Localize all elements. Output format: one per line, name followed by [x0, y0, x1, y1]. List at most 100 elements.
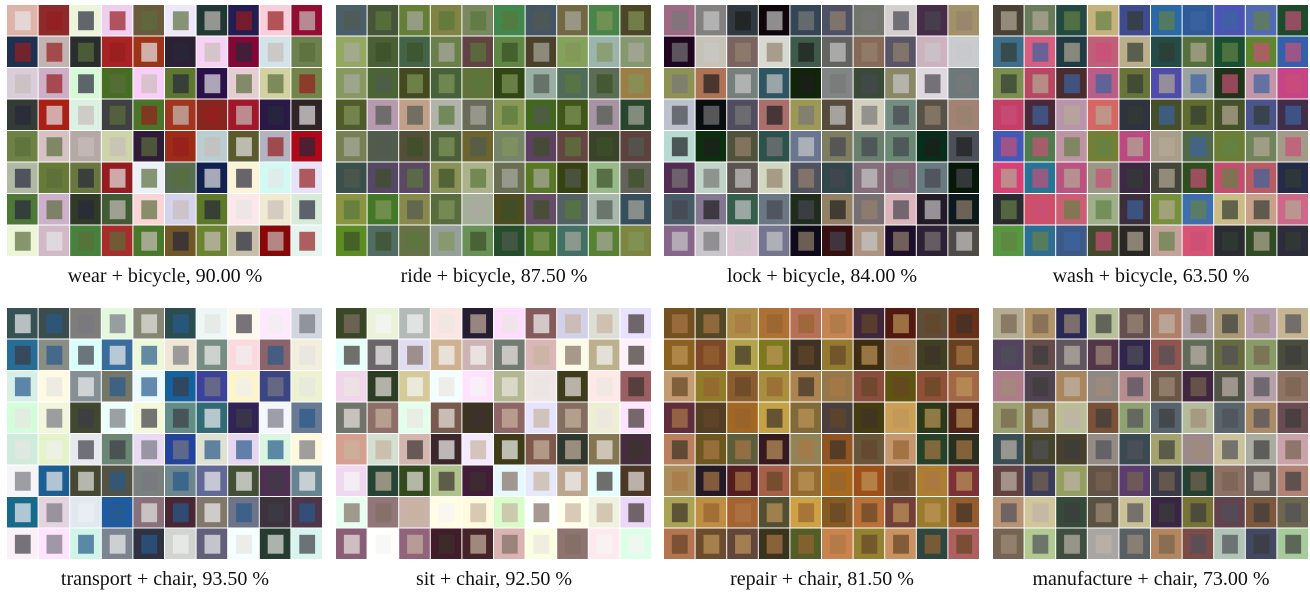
thumbnail-subject [172, 11, 189, 31]
thumbnail-subject [204, 200, 221, 220]
thumbnail-subject [204, 11, 221, 31]
thumbnail-subject [343, 503, 360, 523]
thumbnail-subject [533, 168, 550, 188]
thumbnail-subject [299, 440, 316, 460]
thumbnail-subject [735, 42, 751, 62]
thumbnail-subject [671, 314, 688, 334]
thumbnail-subject [798, 503, 815, 523]
thumbnail-subject [1032, 503, 1049, 523]
thumbnail-subject [628, 534, 645, 554]
thumbnail-subject [267, 440, 284, 460]
thumbnail-subject [172, 534, 189, 554]
thumbnail-subject [1064, 42, 1080, 62]
thumbnail-subject [46, 314, 63, 334]
panel: lock + bicycle, 84.00 % [664, 5, 980, 288]
image-mosaic [664, 308, 979, 559]
thumbnail-subject [1285, 11, 1302, 31]
thumbnail-subject [236, 105, 252, 125]
thumbnail-subject [766, 137, 783, 157]
thumbnail-subject [14, 345, 31, 365]
thumbnail-subject [1064, 11, 1080, 31]
thumbnail-subject [956, 74, 973, 94]
thumbnail-subject [893, 168, 909, 188]
thumbnail-subject [78, 200, 94, 220]
image-mosaic [993, 308, 1308, 559]
thumbnail-subject [735, 11, 751, 31]
caption: lock + bicycle, 84.00 % [726, 265, 918, 287]
thumbnail-subject [1158, 11, 1175, 31]
thumbnail-subject [956, 408, 973, 428]
panel: wash + bicycle, 63.50 % [993, 5, 1309, 288]
thumbnail-subject [628, 471, 645, 491]
thumbnail-subject [438, 200, 455, 220]
thumbnail-subject [109, 534, 126, 554]
thumbnail-subject [343, 408, 360, 428]
thumbnail-subject [204, 168, 221, 188]
thumbnail-subject [1285, 314, 1302, 334]
thumbnail-subject [1285, 377, 1302, 397]
thumbnail-subject [1032, 471, 1049, 491]
thumbnail-subject [1222, 408, 1238, 428]
thumbnail-subject [1253, 11, 1270, 31]
thumbnail-subject [533, 231, 550, 251]
thumbnail-subject [1253, 440, 1270, 460]
thumbnail-subject [565, 503, 581, 523]
thumbnail-subject [671, 137, 688, 157]
thumbnail-subject [533, 314, 550, 334]
thumbnail-subject [671, 471, 688, 491]
thumbnail-subject [438, 377, 455, 397]
thumbnail-subject [343, 168, 360, 188]
thumbnail-subject [267, 408, 284, 428]
thumbnail-subject [956, 231, 973, 251]
thumbnail-subject [533, 137, 550, 157]
thumbnail-subject [46, 503, 63, 523]
thumbnail-subject [893, 105, 909, 125]
thumbnail-subject [204, 377, 221, 397]
thumbnail-subject [766, 534, 783, 554]
thumbnail-subject [893, 503, 909, 523]
thumbnail-subject [1127, 408, 1144, 428]
thumbnail-subject [628, 200, 645, 220]
thumbnail-subject [109, 408, 126, 428]
thumbnail-subject [565, 440, 581, 460]
thumbnail-subject [46, 231, 63, 251]
thumbnail-subject [375, 11, 392, 31]
thumbnail-subject [1000, 377, 1017, 397]
thumbnail-subject [438, 11, 455, 31]
thumbnail-subject [1190, 503, 1207, 523]
thumbnail-subject [533, 408, 550, 428]
thumbnail-subject [407, 168, 423, 188]
thumbnail-subject [1032, 42, 1049, 62]
thumbnail-subject [703, 168, 720, 188]
thumbnail-subject [141, 42, 158, 62]
thumbnail-subject [671, 200, 688, 220]
thumbnail-subject [172, 377, 189, 397]
thumbnail-subject [236, 534, 252, 554]
thumbnail-subject [628, 168, 645, 188]
thumbnail-subject [1127, 42, 1144, 62]
thumbnail-subject [1253, 74, 1270, 94]
thumbnail-subject [109, 105, 126, 125]
thumbnail-subject [501, 408, 518, 428]
thumbnail-subject [1285, 74, 1302, 94]
thumbnail-subject [956, 200, 973, 220]
thumbnail-subject [1127, 503, 1144, 523]
thumbnail-subject [628, 231, 645, 251]
thumbnail-subject [829, 345, 846, 365]
thumbnail-subject [1064, 408, 1080, 428]
thumbnail-subject [798, 137, 815, 157]
thumbnail-subject [343, 534, 360, 554]
thumbnail-subject [14, 137, 31, 157]
thumbnail-subject [861, 200, 878, 220]
thumbnail-subject [1222, 42, 1238, 62]
thumbnail-subject [78, 11, 94, 31]
thumbnail-subject [14, 314, 31, 334]
thumbnail-subject [1222, 377, 1238, 397]
thumbnail-subject [703, 534, 720, 554]
thumbnail-subject [267, 471, 284, 491]
thumbnail-subject [236, 42, 252, 62]
thumbnail-subject [109, 42, 126, 62]
thumbnail-subject [1158, 137, 1175, 157]
thumbnail-subject [533, 105, 550, 125]
thumbnail-subject [109, 200, 126, 220]
